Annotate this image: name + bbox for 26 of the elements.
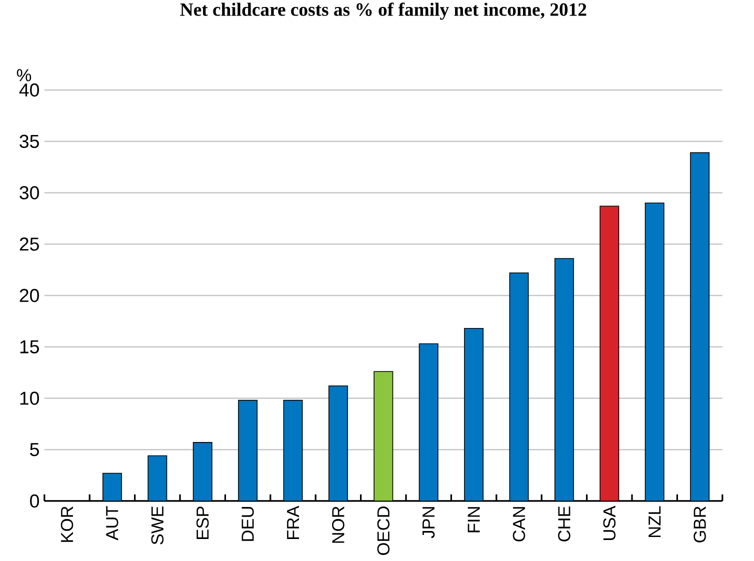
x-tick-label: KOR [60, 506, 74, 542]
x-tick-label: FRA [287, 506, 299, 539]
y-axis-title: % [16, 69, 32, 82]
x-tick-label: FIN [468, 507, 480, 532]
y-tick-label: 0 [30, 494, 39, 508]
y-tick-label: 15 [20, 340, 39, 354]
y-tick-label: 5 [30, 443, 39, 456]
x-tick-label: CHE [558, 506, 570, 542]
x-tick-label: USA [603, 506, 616, 540]
y-tick-label: 10 [20, 392, 39, 405]
y-tick-label: 25 [20, 237, 39, 251]
chart-title: Net childcare costs as % of family net income, 2012 [180, 2, 586, 20]
x-tick-label: ESP [196, 506, 209, 539]
x-tick-label: JPN [422, 507, 435, 538]
y-tick-label: 20 [20, 288, 39, 302]
x-tick-label: DEU [242, 507, 254, 541]
x-tick-label: AUT [106, 506, 118, 540]
y-tick-label: 35 [20, 134, 39, 148]
x-tick-label: SWE [151, 506, 164, 544]
y-tick-label: 40 [19, 83, 39, 97]
x-tick-label: NZL [648, 506, 661, 538]
x-tick-label: GBR [694, 506, 706, 542]
x-tick-label: NOR [332, 506, 344, 543]
x-tick-label: CAN [512, 507, 526, 542]
x-tick-label: OECD [377, 506, 390, 555]
y-tick-label: 30 [20, 186, 39, 200]
